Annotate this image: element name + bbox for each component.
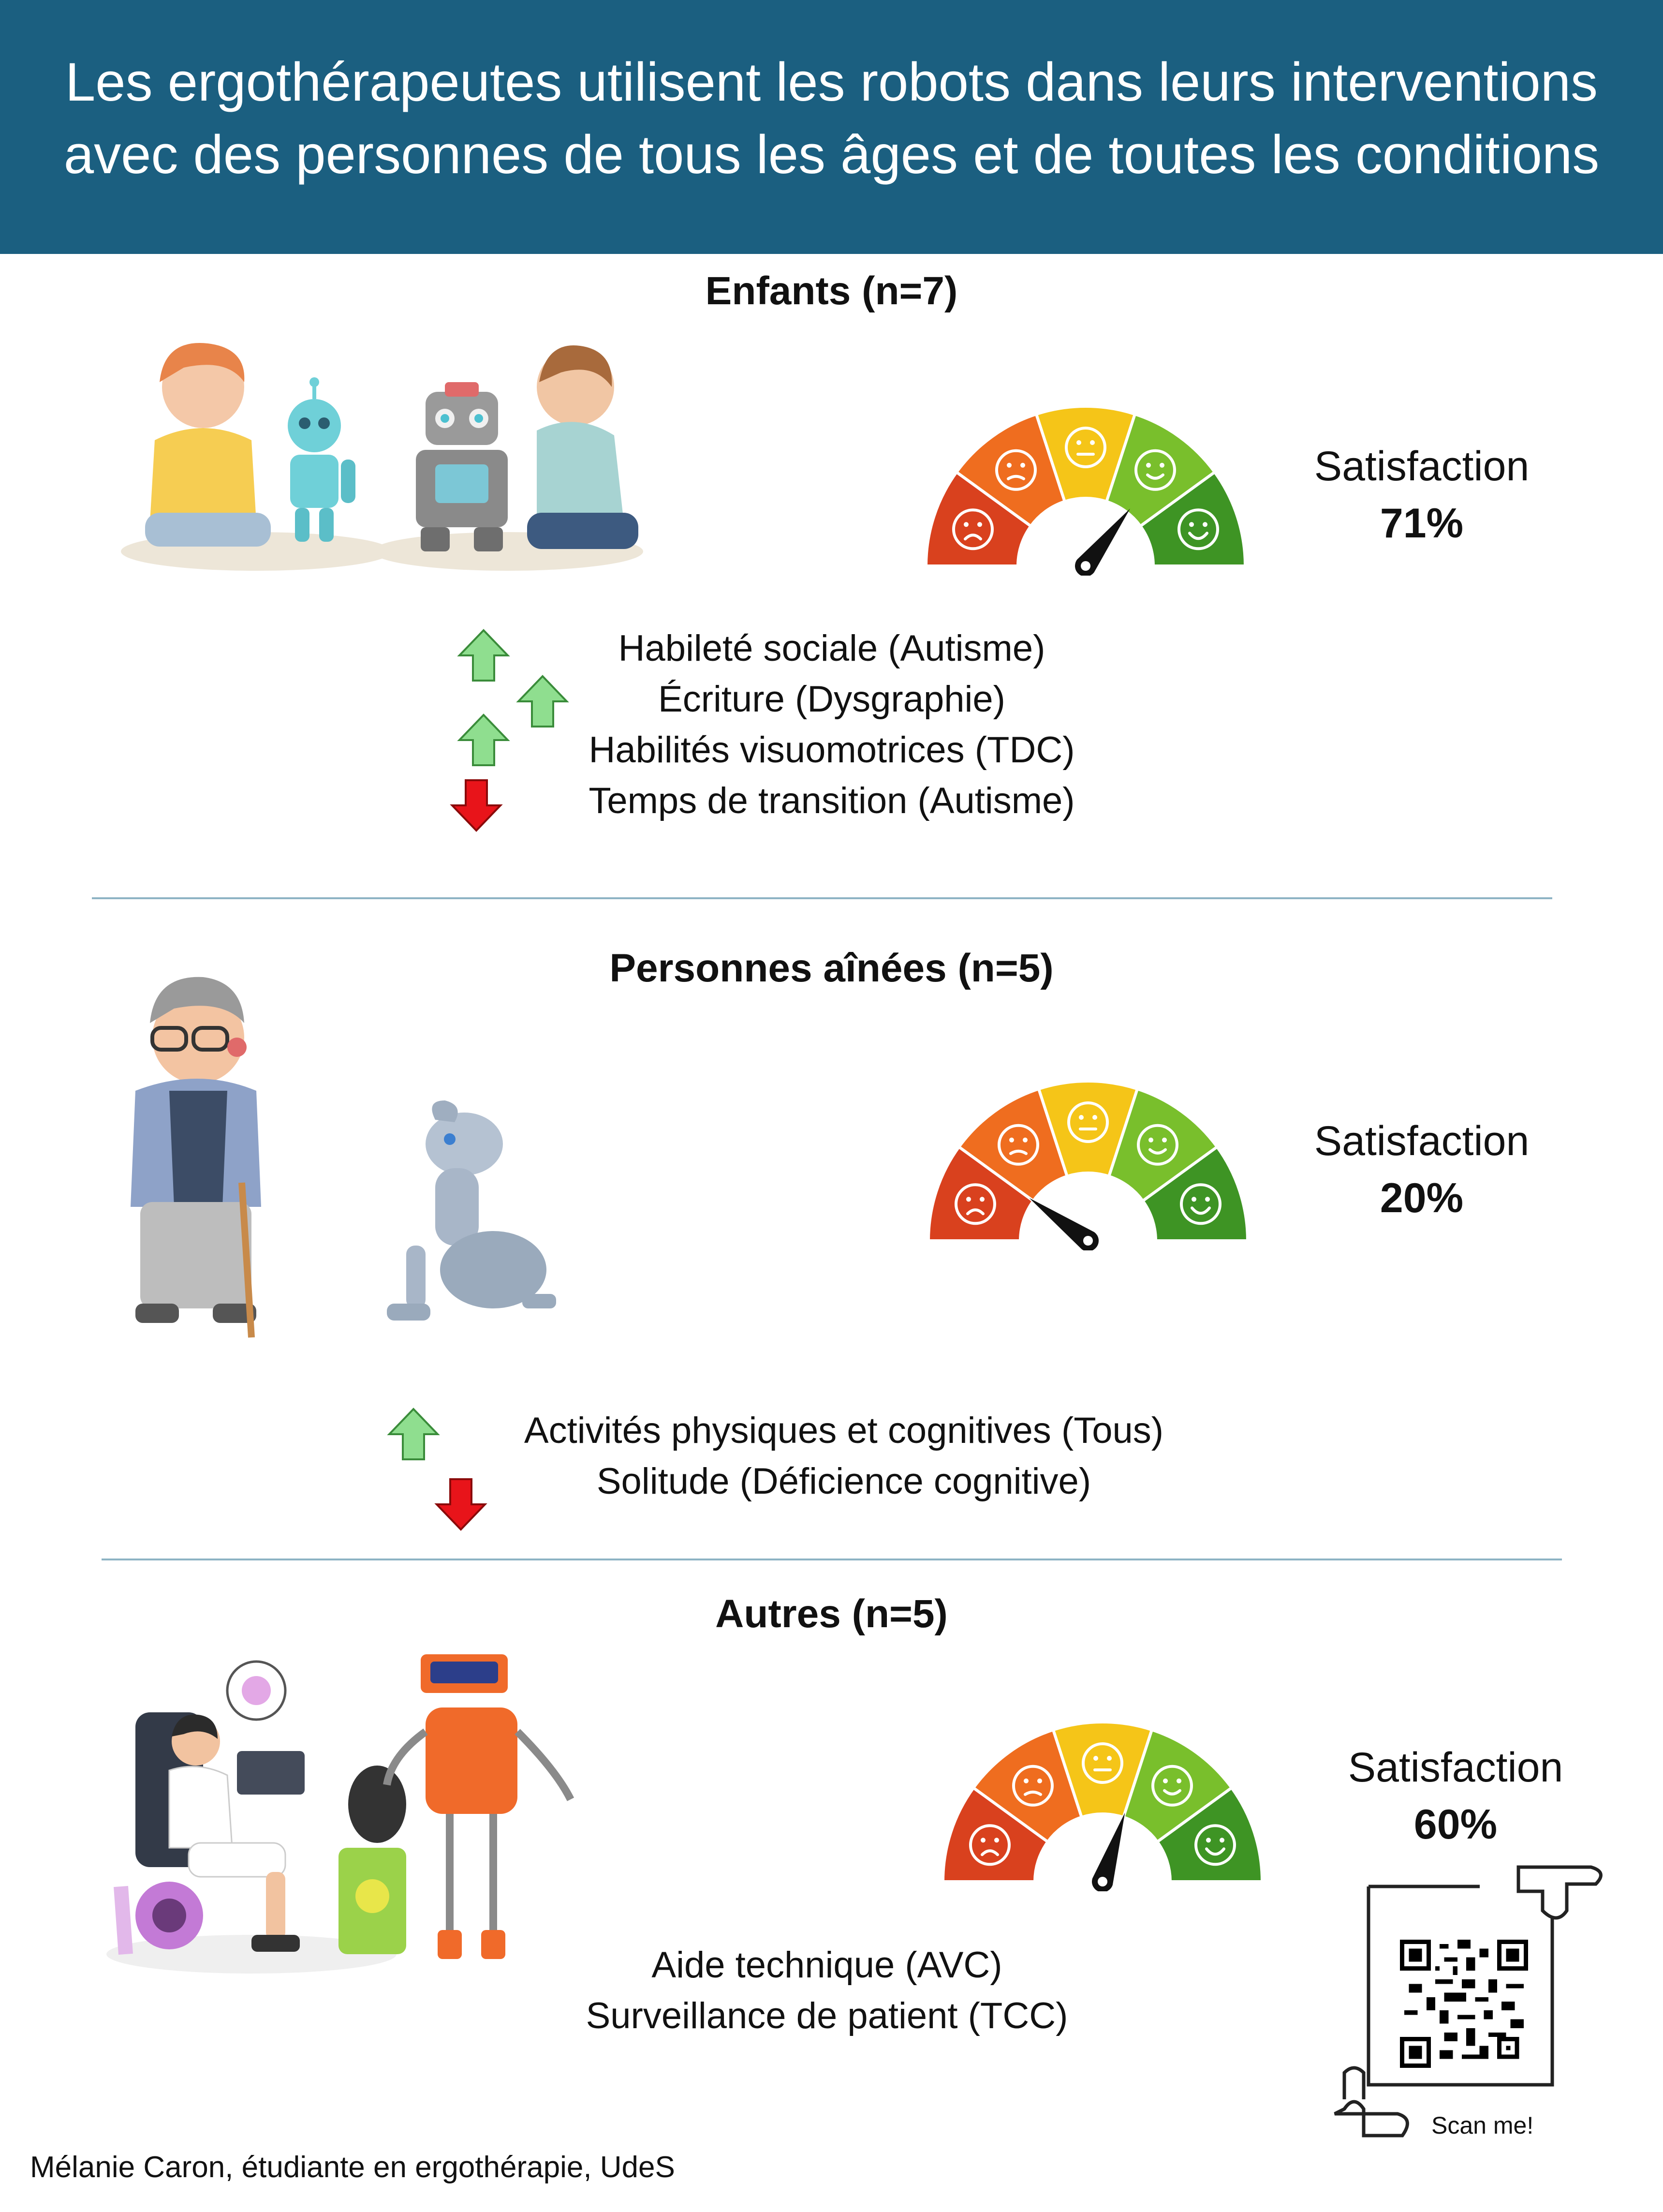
qr-code-image <box>1400 1940 1528 2068</box>
gauge-segment <box>941 1785 1050 1883</box>
face-smile-icon <box>1134 449 1177 491</box>
satisfaction-seniors: Satisfaction 20% <box>1267 1113 1576 1227</box>
arrow-up-icon <box>516 675 569 727</box>
face-smile-icon <box>1151 1765 1193 1807</box>
section-title-children: Enfants (n=7) <box>705 269 958 313</box>
gauge-segment <box>1155 1785 1264 1883</box>
gauge-hub <box>1083 1236 1093 1246</box>
gauge-segment <box>924 470 1033 567</box>
senior-robot-dog-illustration <box>131 977 556 1338</box>
header-banner <box>0 0 1663 254</box>
gauge-segment <box>1138 470 1247 567</box>
face-sad-icon <box>952 508 994 550</box>
satisfaction-gauge-children <box>924 405 1247 576</box>
satisfaction-gauge-others <box>941 1721 1264 1891</box>
face-neutral-icon <box>1082 1742 1123 1784</box>
satisfaction-children: Satisfaction 71% <box>1267 438 1576 552</box>
face-frown-icon <box>995 449 1037 491</box>
effects-list-seniors: Activités physiques et cognitives (Tous)… <box>445 1405 1243 1507</box>
satisfaction-gauge-seniors <box>927 1080 1250 1250</box>
effect-item: Surveillance de patient (TCC) <box>586 1995 1068 2036</box>
gauge-segment <box>1141 1144 1250 1242</box>
section-title-seniors: Personnes aînées (n=5) <box>609 946 1054 990</box>
qr-frame-illustration <box>1334 1865 1603 2138</box>
gauge-hub <box>1098 1877 1107 1886</box>
face-happy-icon <box>1194 1824 1236 1866</box>
effect-item: Activités physiques et cognitives (Tous) <box>524 1410 1164 1451</box>
effect-item: Solitude (Déficience cognitive) <box>596 1461 1091 1502</box>
effect-item: Aide technique (AVC) <box>651 1945 1002 1986</box>
gauge-segments <box>941 1721 1264 1883</box>
face-smile-icon <box>1137 1124 1179 1166</box>
gauge-needle-pointer <box>1029 1198 1099 1250</box>
face-happy-icon <box>1177 508 1220 550</box>
gauge-segment <box>957 1087 1069 1203</box>
qr-caption: Scan me! <box>1431 2112 1534 2139</box>
effect-item: Habilités visuomotrices (TDC) <box>589 729 1075 771</box>
face-happy-icon <box>1180 1183 1222 1225</box>
section-divider <box>92 897 1552 899</box>
section-title-others: Autres (n=5) <box>715 1592 948 1636</box>
gauge-needle <box>1075 508 1130 576</box>
face-neutral-icon <box>1065 427 1106 468</box>
gauge-segment <box>954 412 1067 528</box>
gauge-segment <box>1107 1087 1220 1203</box>
face-frown-icon <box>1012 1765 1054 1807</box>
effect-item: Habileté sociale (Autisme) <box>618 628 1045 669</box>
satisfaction-label: Satisfaction <box>1314 443 1530 490</box>
arrow-up-icon <box>457 713 510 766</box>
gauge-needle-pointer <box>1092 1812 1125 1891</box>
arrow-up-icon <box>457 629 510 682</box>
effect-item: Temps de transition (Autisme) <box>589 780 1075 821</box>
effect-item: Écriture (Dysgraphie) <box>658 679 1005 720</box>
satisfaction-others: Satisfaction 60% <box>1301 1739 1610 1853</box>
gauge-segments <box>927 1080 1250 1242</box>
arrow-up-icon <box>387 1408 440 1460</box>
section-divider <box>102 1559 1562 1560</box>
arrow-down-icon <box>434 1478 487 1531</box>
gauge-needle <box>1092 1812 1125 1891</box>
wheelchair-robot-illustration <box>106 1654 574 1974</box>
effects-list-children: Habileté sociale (Autisme) Écriture (Dys… <box>484 623 1180 826</box>
satisfaction-value: 20% <box>1380 1175 1464 1221</box>
satisfaction-value: 71% <box>1380 500 1464 547</box>
page-title-line-1: Les ergothérapeutes utilisent les robots… <box>65 52 1598 112</box>
effects-list-others: Aide technique (AVC) Surveillance de pat… <box>464 1940 1190 2041</box>
face-sad-icon <box>969 1824 1011 1866</box>
gauge-segment <box>1121 1728 1234 1844</box>
gauge-needle <box>1029 1198 1099 1250</box>
satisfaction-label: Satisfaction <box>1314 1118 1530 1164</box>
gauge-needle-pointer <box>1075 508 1130 576</box>
gauge-segments <box>924 405 1247 567</box>
arrow-down-icon <box>450 779 503 832</box>
gauge-segment <box>927 1144 1035 1242</box>
face-sad-icon <box>954 1183 996 1225</box>
face-neutral-icon <box>1067 1101 1109 1143</box>
face-frown-icon <box>997 1124 1039 1166</box>
satisfaction-value: 60% <box>1413 1801 1498 1848</box>
author-credit: Mélanie Caron, étudiante en ergothérapie… <box>30 2151 675 2184</box>
gauge-segment <box>1104 412 1217 528</box>
gauge-hub <box>1081 561 1090 571</box>
page-title-line-2: avec des personnes de tous les âges et d… <box>63 124 1600 185</box>
page-title: Les ergothérapeutes utilisent les robots… <box>0 46 1663 191</box>
gauge-segment <box>971 1728 1084 1844</box>
satisfaction-label: Satisfaction <box>1348 1744 1563 1791</box>
children-robots-illustration <box>121 343 643 571</box>
